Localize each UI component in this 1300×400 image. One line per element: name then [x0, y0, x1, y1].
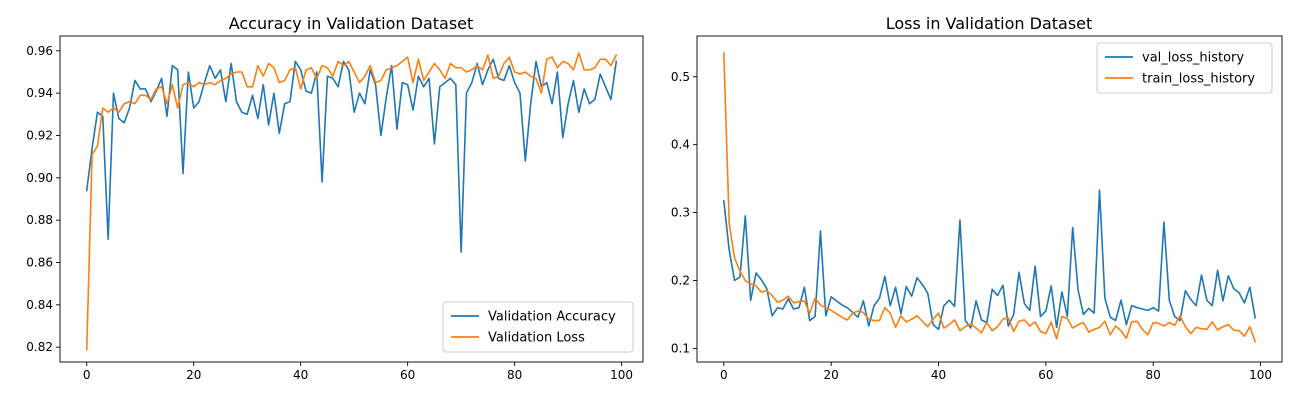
accuracy-legend-label-1: Validation Accuracy: [488, 310, 616, 325]
accuracy-series-line-1: [85, 58, 618, 253]
loss-x-tick-label: 0: [720, 368, 728, 382]
accuracy-x-tick-label: 20: [186, 368, 201, 382]
loss-chart-title: Loss in Validation Dataset: [886, 14, 1093, 33]
loss-y-tick-label: 0.2: [671, 274, 690, 288]
accuracy-x-tick-label: 100: [610, 368, 633, 382]
accuracy-chart: Accuracy in Validation Dataset 0 20 40 60 80…: [26, 14, 644, 382]
accuracy-x-tick-label: 40: [293, 368, 308, 382]
loss-y-tick-label: 0.4: [671, 138, 690, 152]
accuracy-x-tick-label: 60: [400, 368, 415, 382]
loss-y-tick-label: 0.3: [671, 206, 690, 220]
accuracy-legend: Validation Accuracy Validation Loss: [442, 301, 634, 353]
loss-x-tick-label: 100: [1249, 368, 1272, 382]
loss-x-tick-label: 20: [824, 368, 839, 382]
loss-y-tick-label: 0.5: [671, 70, 690, 84]
accuracy-y-tick-label: 0.94: [26, 86, 53, 100]
loss-chart: Loss in Validation Dataset 0 20 40 60 80 100 0…: [671, 14, 1283, 382]
accuracy-series-line-2: [85, 52, 618, 351]
accuracy-y-tick-label: 0.84: [26, 298, 53, 312]
loss-legend-label-2: train_loss_history: [1142, 72, 1255, 87]
accuracy-y-tick-label: 0.82: [26, 340, 53, 354]
loss-plot-frame: [696, 35, 1283, 363]
accuracy-y-tick-label: 0.86: [26, 256, 53, 270]
accuracy-y-tick-label: 0.88: [26, 213, 53, 227]
loss-legend-box: [1096, 42, 1273, 94]
loss-series-line-2: [723, 52, 1257, 343]
accuracy-y-tick-label: 0.92: [26, 128, 53, 142]
accuracy-y-tick-label: 0.96: [26, 44, 53, 58]
accuracy-x-tick-label: 0: [83, 368, 91, 382]
accuracy-legend-label-2: Validation Loss: [488, 331, 585, 346]
accuracy-legend-box: [442, 301, 634, 353]
loss-series-line-1: [722, 189, 1257, 331]
loss-legend: val_loss_history train_loss_history: [1096, 42, 1273, 94]
accuracy-y-tick-label: 0.90: [26, 171, 53, 185]
accuracy-chart-title: Accuracy in Validation Dataset: [229, 14, 474, 33]
loss-x-tick-label: 40: [931, 368, 946, 382]
loss-legend-label-1: val_loss_history: [1142, 51, 1244, 66]
accuracy-x-tick-label: 80: [507, 368, 522, 382]
loss-y-tick-label: 0.1: [671, 341, 690, 355]
loss-x-tick-label: 60: [1038, 368, 1053, 382]
accuracy-plot-frame: [59, 35, 644, 363]
loss-x-tick-label: 80: [1146, 368, 1161, 382]
